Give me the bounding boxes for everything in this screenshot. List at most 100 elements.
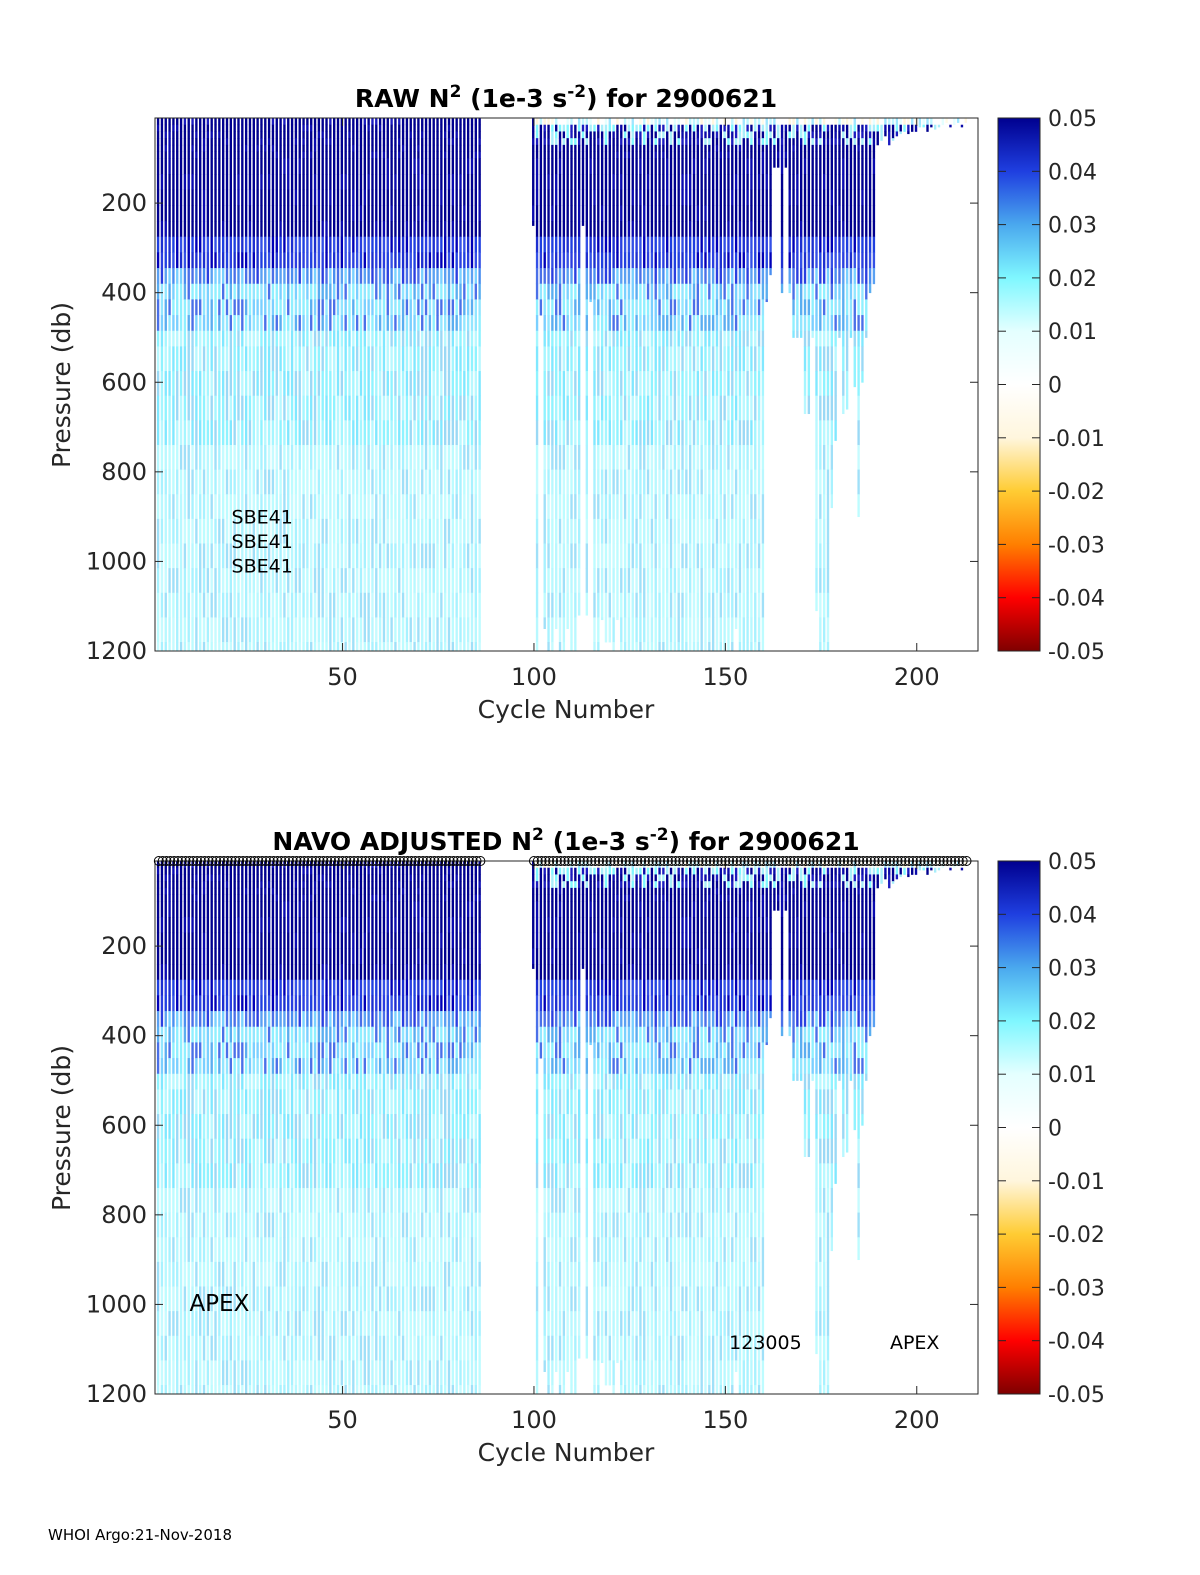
n2-cell [447, 568, 451, 594]
n2-cell [639, 568, 642, 594]
n2-cell [306, 138, 309, 146]
n2-cell [608, 252, 611, 269]
n2-cell [321, 221, 324, 238]
n2-cell [310, 283, 313, 300]
n2-cell [191, 543, 194, 569]
profile-cycle-32 [271, 118, 275, 651]
n2-cell [822, 444, 826, 470]
n2-cell [317, 221, 321, 238]
n2-cell [551, 346, 554, 372]
n2-cell [206, 124, 210, 132]
n2-cell [666, 173, 669, 191]
n2-cell [646, 315, 650, 332]
n2-cell [229, 469, 233, 495]
n2-cell [631, 469, 634, 495]
n2-cell [815, 205, 818, 222]
n2-cell [164, 518, 167, 544]
n2-cell [179, 617, 183, 643]
n2-cell [532, 144, 535, 152]
n2-cell [696, 518, 700, 544]
n2-cell [183, 236, 187, 253]
n2-cell [547, 568, 550, 594]
n2-cell [325, 205, 328, 222]
n2-cell [221, 283, 225, 300]
n2-cell [761, 189, 765, 206]
n2-cell [780, 124, 784, 132]
n2-cell [390, 642, 393, 651]
n2-cell [792, 144, 795, 152]
n2-cell [398, 420, 401, 446]
n2-cell [394, 395, 397, 421]
n2-cell [478, 158, 481, 175]
n2-cell [796, 158, 799, 175]
n2-cell [757, 158, 761, 175]
n2-cell [444, 268, 447, 285]
n2-cell [635, 330, 638, 347]
n2-cell [688, 268, 692, 285]
n2-cell [172, 518, 175, 544]
n2-cell [788, 221, 791, 238]
n2-cell [329, 144, 332, 152]
n2-cell [333, 420, 336, 446]
profile-cycle-62 [386, 118, 389, 651]
n2-cell [696, 642, 700, 651]
n2-cell [447, 138, 451, 146]
n2-cell [658, 518, 661, 544]
n2-cell [727, 617, 730, 643]
n2-cell [267, 144, 271, 152]
n2-cell [352, 469, 355, 495]
n2-cell [666, 371, 669, 397]
n2-cell [302, 617, 305, 643]
n2-cell [398, 205, 401, 222]
n2-cell [375, 371, 378, 397]
n2-cell [398, 131, 401, 139]
n2-cell [746, 268, 749, 285]
n2-cell [202, 138, 206, 146]
n2-cell [264, 494, 267, 520]
n2-cell [302, 371, 305, 397]
n2-cell [206, 642, 210, 651]
n2-cell [608, 543, 611, 569]
n2-cell [692, 494, 696, 520]
n2-cell [394, 543, 397, 569]
n2-cell [600, 568, 604, 594]
n2-cell [168, 444, 171, 470]
n2-cell [658, 252, 661, 269]
n2-cell [336, 617, 340, 643]
n2-cell [459, 252, 462, 269]
n2-cell [838, 330, 841, 338]
n2-cell [260, 268, 263, 285]
n2-cell [447, 221, 451, 238]
n2-cell [700, 221, 703, 238]
n2-cell [176, 252, 179, 269]
n2-cell [715, 138, 719, 146]
n2-cell [229, 118, 233, 126]
n2-cell [639, 283, 642, 300]
n2-cell [191, 189, 194, 206]
n2-cell [677, 518, 680, 544]
n2-cell [466, 131, 470, 139]
n2-cell [256, 189, 259, 206]
n2-cell [555, 144, 558, 152]
n2-cell [754, 124, 757, 132]
n2-cell [757, 144, 761, 152]
n2-cell [440, 315, 443, 332]
n2-cell [738, 568, 742, 594]
n2-cell [160, 518, 164, 544]
n2-cell [447, 131, 451, 139]
n2-cell [424, 642, 428, 651]
n2-cell [535, 173, 539, 191]
n2-cell [436, 283, 439, 300]
n2-cell [581, 151, 585, 159]
n2-cell [650, 371, 654, 397]
n2-cell [405, 592, 409, 618]
n2-cell [466, 420, 470, 446]
n2-cell [214, 469, 217, 495]
n2-cell [378, 330, 382, 347]
n2-cell [164, 592, 167, 618]
n2-cell [597, 371, 600, 397]
n2-cell [723, 315, 726, 332]
n2-cell [451, 138, 455, 146]
n2-cell [321, 469, 324, 495]
n2-cell [237, 124, 240, 132]
